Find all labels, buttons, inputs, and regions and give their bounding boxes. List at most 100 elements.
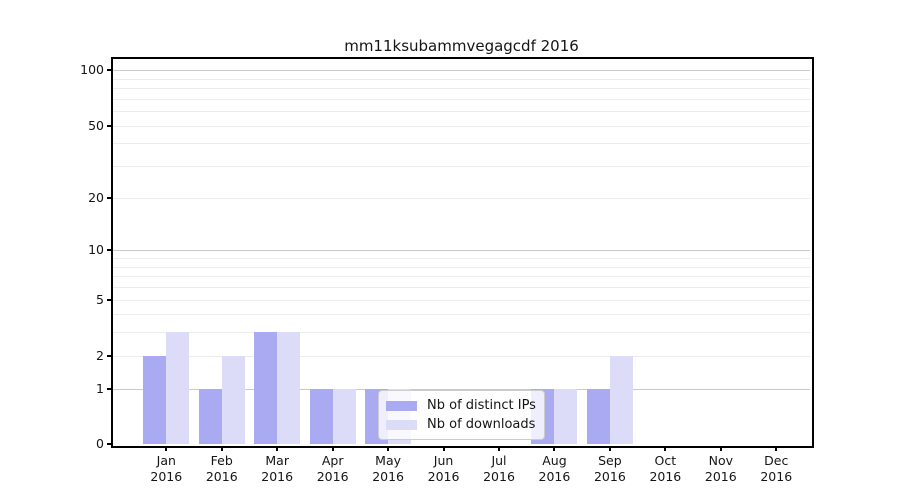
bar-nb-of-downloads-aug: [554, 388, 578, 444]
x-tick-label-month-nov: Nov: [708, 453, 733, 468]
gridline-minor-5: [113, 299, 810, 301]
gridline-major-100: [113, 70, 810, 72]
bar-nb-of-distinct-ips-apr: [309, 388, 333, 444]
x-tick-label-month-jan: Jan: [156, 453, 176, 468]
x-tick-may: [387, 446, 390, 451]
gridline-minor-2: [113, 355, 810, 357]
y-tick-1: [107, 387, 112, 390]
x-tick-label-jun: Jun 2016: [428, 453, 460, 485]
y-tick-label-100: 100: [80, 62, 104, 78]
bar-nb-of-downloads-jan: [166, 332, 190, 444]
gridline-minor-7: [113, 276, 810, 278]
x-tick-label-year-apr: 2016: [316, 469, 349, 484]
y-tick-2: [107, 354, 112, 357]
y-tick-50: [107, 124, 112, 127]
legend-swatch-distinct-ips: [386, 400, 417, 411]
x-tick-label-jan: Jan 2016: [150, 453, 182, 485]
x-tick-label-year-nov: 2016: [704, 469, 737, 484]
y-tick-label-2: 2: [96, 347, 104, 363]
bar-nb-of-distinct-ips-jan: [143, 355, 167, 444]
legend-item-downloads: Nb of downloads: [386, 415, 544, 434]
gridline-minor-20: [113, 197, 810, 199]
gridline-minor-90: [113, 78, 810, 80]
plot-area: [113, 59, 810, 444]
bar-nb-of-downloads-apr: [332, 388, 356, 444]
legend-label-downloads: Nb of downloads: [427, 417, 536, 432]
x-tick-label-month-feb: Feb: [210, 453, 233, 468]
gridline-minor-60: [113, 111, 810, 113]
legend: Nb of distinct IPs Nb of downloads: [378, 390, 545, 440]
bar-nb-of-distinct-ips-sep: [586, 388, 610, 444]
y-tick-label-1: 1: [96, 380, 104, 396]
x-tick-label-month-jun: Jun: [433, 453, 454, 468]
x-tick-label-month-may: May: [375, 453, 402, 468]
y-tick-label-0: 0: [96, 436, 104, 451]
bar-nb-of-downloads-sep: [609, 355, 633, 444]
y-tick-label-10: 10: [88, 242, 104, 258]
x-tick-feb: [220, 446, 223, 451]
gridline-major-1: [113, 388, 810, 390]
legend-item-distinct-ips: Nb of distinct IPs: [386, 396, 544, 415]
x-tick-label-year-jun: 2016: [427, 469, 460, 484]
x-tick-jun: [442, 446, 445, 451]
x-tick-label-sep: Sep 2016: [594, 453, 626, 485]
x-tick-label-month-mar: Mar: [265, 453, 289, 468]
x-tick-label-dec: Dec 2016: [760, 453, 792, 485]
x-tick-label-mar: Mar 2016: [261, 453, 293, 485]
y-tick-label-5: 5: [96, 291, 104, 307]
x-tick-label-aug: Aug 2016: [539, 453, 571, 485]
x-tick-label-year-mar: 2016: [261, 469, 294, 484]
x-tick-label-jul: Jul 2016: [483, 453, 515, 485]
gridline-minor-50: [113, 125, 810, 127]
bar-nb-of-distinct-ips-mar: [254, 332, 278, 444]
x-tick-sep: [608, 446, 611, 451]
x-tick-label-month-jul: Jul: [491, 453, 507, 468]
gridline-minor-9: [113, 258, 810, 260]
x-tick-mar: [276, 446, 279, 451]
bar-nb-of-downloads-mar: [277, 332, 301, 444]
chart-title: mm11ksubammvegagcdf 2016: [344, 37, 579, 55]
gridline-minor-80: [113, 88, 810, 90]
x-tick-oct: [664, 446, 667, 451]
x-tick-label-month-aug: Aug: [542, 453, 567, 468]
x-tick-nov: [719, 446, 722, 451]
y-tick-label-20: 20: [88, 189, 104, 205]
x-tick-label-apr: Apr 2016: [317, 453, 349, 485]
x-tick-label-year-dec: 2016: [760, 469, 793, 484]
x-tick-label-feb: Feb 2016: [206, 453, 238, 485]
y-tick-0: [107, 443, 112, 445]
y-tick-5: [107, 298, 112, 301]
bar-nb-of-distinct-ips-feb: [198, 388, 222, 444]
gridline-minor-4: [113, 314, 810, 316]
y-tick-100: [107, 69, 112, 72]
y-tick-10: [107, 249, 112, 252]
x-tick-apr: [331, 446, 334, 451]
x-tick-label-month-apr: Apr: [321, 453, 344, 468]
x-tick-label-year-oct: 2016: [649, 469, 682, 484]
gridline-minor-30: [113, 166, 810, 168]
x-tick-dec: [775, 446, 778, 451]
x-tick-label-year-sep: 2016: [593, 469, 626, 484]
x-tick-aug: [553, 446, 556, 451]
gridline-minor-40: [113, 143, 810, 145]
x-tick-label-year-may: 2016: [372, 469, 404, 484]
x-tick-jan: [165, 446, 168, 451]
gridline-minor-8: [113, 266, 810, 268]
gridline-minor-3: [113, 332, 810, 334]
x-tick-label-year-jan: 2016: [150, 469, 183, 484]
gridline-minor-70: [113, 98, 810, 100]
x-tick-label-month-sep: Sep: [598, 453, 622, 468]
x-tick-label-oct: Oct 2016: [649, 453, 681, 485]
y-tick-label-50: 50: [88, 117, 104, 133]
bar-nb-of-downloads-feb: [221, 355, 245, 444]
x-tick-label-month-oct: Oct: [654, 453, 677, 468]
x-tick-label-may: May 2016: [372, 453, 404, 485]
x-tick-label-month-dec: Dec: [764, 453, 789, 468]
x-tick-label-nov: Nov 2016: [705, 453, 737, 485]
x-tick-jul: [498, 446, 500, 451]
y-tick-20: [107, 196, 112, 199]
gridline-minor-6: [113, 286, 810, 288]
legend-label-distinct-ips: Nb of distinct IPs: [427, 398, 536, 413]
x-tick-label-year-aug: 2016: [538, 469, 571, 484]
